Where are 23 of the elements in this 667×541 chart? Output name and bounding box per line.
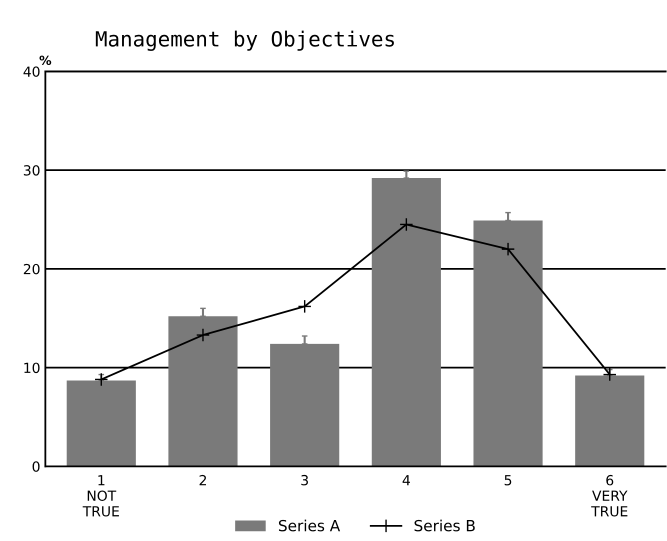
- point: [94, 372, 108, 386]
- legend-label: Series A: [278, 520, 340, 532]
- y-tick-label: 30: [24, 165, 40, 176]
- chart-title: Management by Objectives: [96, 30, 394, 51]
- point: [501, 242, 515, 256]
- y-tick-label: 40: [24, 66, 40, 77]
- point: [196, 328, 210, 342]
- point: [298, 299, 312, 314]
- y-tick-label: 0: [32, 461, 40, 472]
- y-tick-label: 20: [24, 264, 40, 274]
- legend-label: Series B: [414, 520, 475, 532]
- y-axis-title: %: [39, 56, 52, 66]
- x-tick-label: 6 VERY TRUE: [591, 474, 628, 517]
- x-tick-label: 1 NOT TRUE: [82, 475, 119, 517]
- x-tick-label: 3: [301, 474, 308, 486]
- bar: [575, 376, 644, 466]
- x-tick-label: 5: [504, 475, 512, 486]
- point: [399, 218, 414, 232]
- x-tick-label: 4: [402, 475, 410, 486]
- y-tick-label: 10: [24, 362, 40, 374]
- point: [602, 368, 617, 382]
- x-tick-label: 2: [200, 474, 206, 486]
- bar: [66, 380, 136, 466]
